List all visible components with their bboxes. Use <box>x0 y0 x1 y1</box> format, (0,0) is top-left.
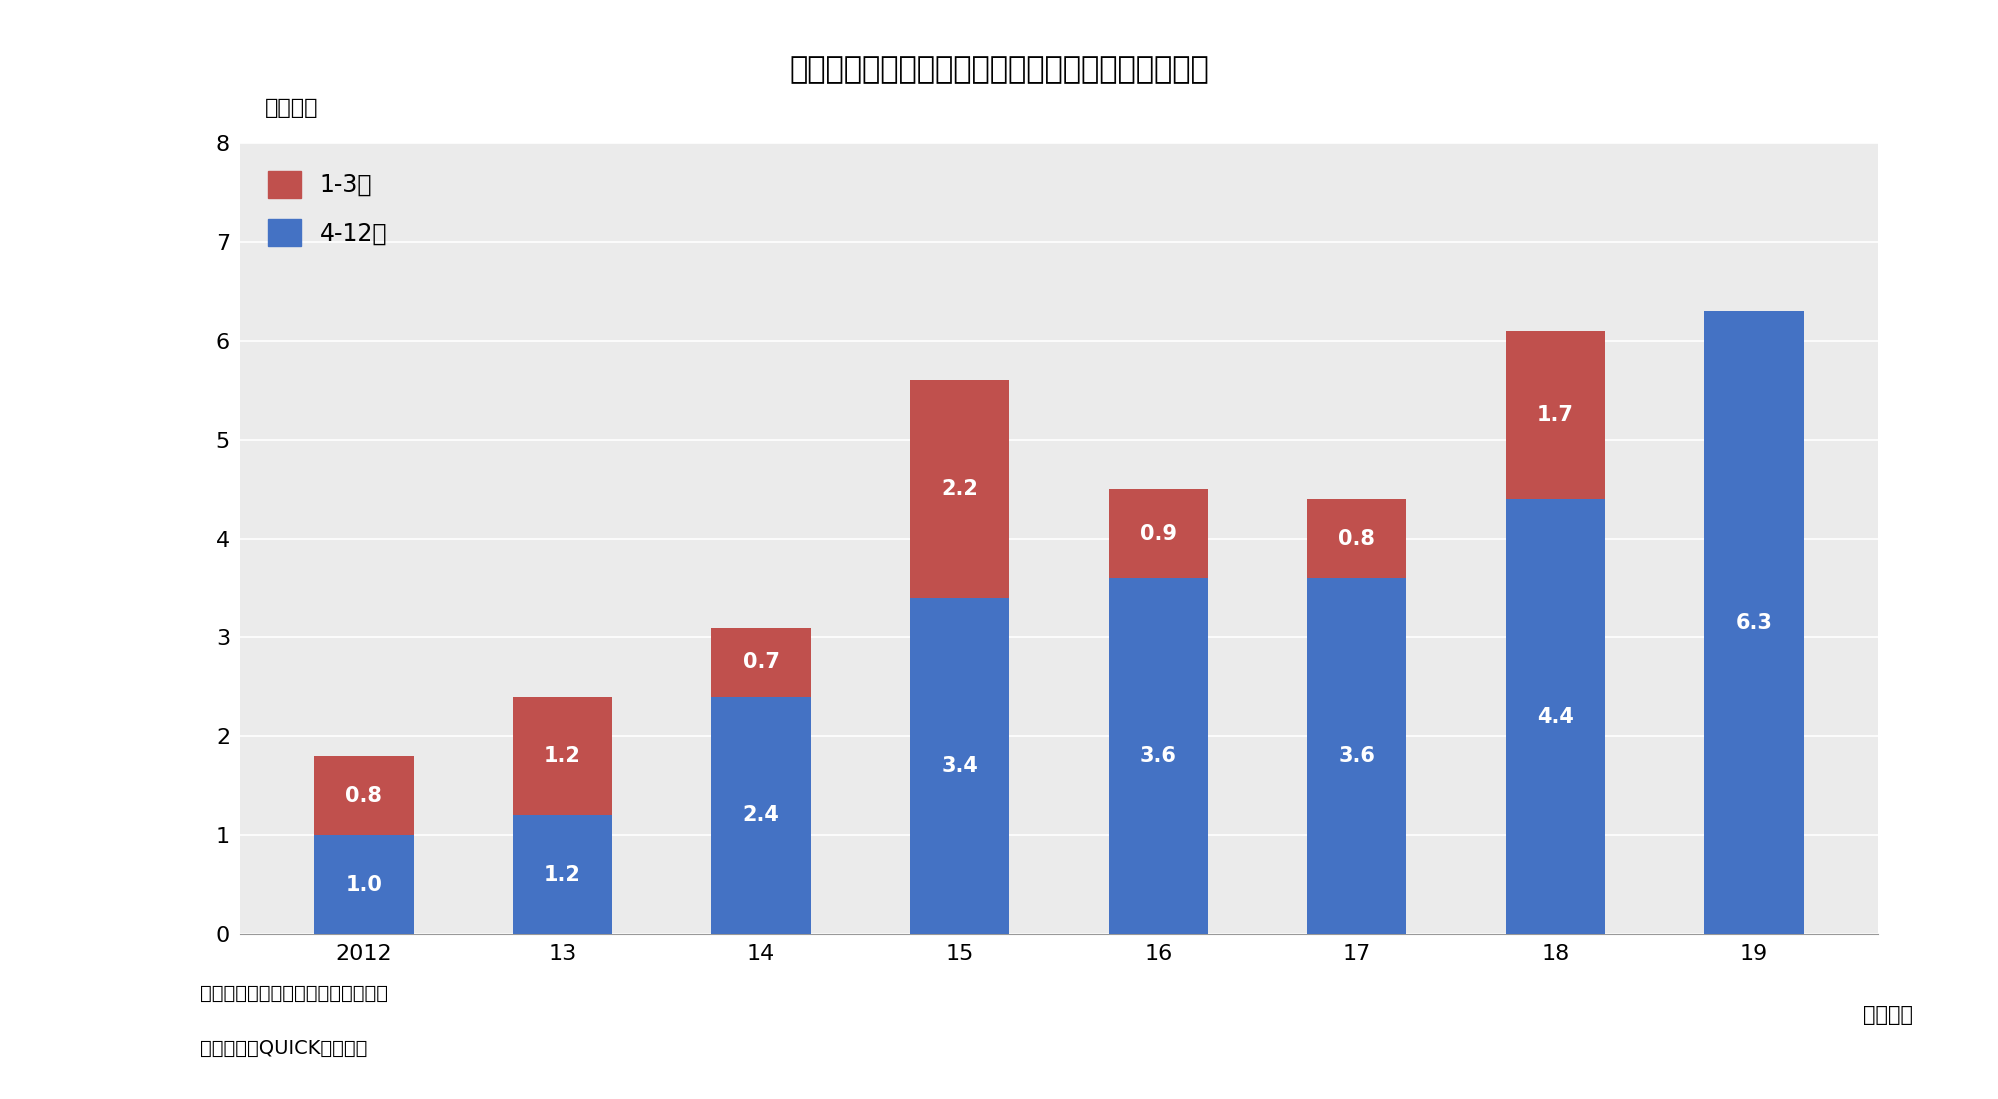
Bar <box>1307 578 1407 934</box>
Text: 0.9: 0.9 <box>1139 523 1177 544</box>
Text: 3.6: 3.6 <box>1339 746 1375 766</box>
Bar <box>513 697 611 815</box>
Bar <box>314 835 414 934</box>
Text: 4.4: 4.4 <box>1536 707 1574 726</box>
Bar <box>1307 499 1407 578</box>
Text: 2.2: 2.2 <box>941 479 979 499</box>
Text: 1.2: 1.2 <box>543 746 581 766</box>
Text: 1.2: 1.2 <box>543 865 581 885</box>
Text: 0.7: 0.7 <box>743 652 779 673</box>
Text: 》図表１》上場企楮の自社株買いが過去最高を更新: 》図表１》上場企楮の自社株買いが過去最高を更新 <box>789 55 1209 84</box>
Legend: 1-3月, 4-12月: 1-3月, 4-12月 <box>268 170 388 246</box>
Bar <box>909 380 1009 598</box>
Bar <box>1109 578 1209 934</box>
Text: 0.8: 0.8 <box>1339 529 1375 548</box>
Bar <box>711 697 811 934</box>
Bar <box>314 756 414 835</box>
Text: （注）　東証１部、設定金額ベース: （注） 東証１部、設定金額ベース <box>200 984 388 1002</box>
Text: 1.0: 1.0 <box>346 875 382 895</box>
Bar <box>1704 311 1804 934</box>
Text: 1.7: 1.7 <box>1536 404 1574 425</box>
Bar <box>1506 499 1604 934</box>
Bar <box>711 628 811 697</box>
Text: 2.4: 2.4 <box>743 806 779 825</box>
Text: （兆円）: （兆円） <box>264 98 318 119</box>
Bar <box>909 598 1009 934</box>
Bar <box>1109 489 1209 578</box>
Bar <box>513 815 611 934</box>
Text: 3.6: 3.6 <box>1139 746 1177 766</box>
Bar <box>1506 331 1604 499</box>
Text: （年度）: （年度） <box>1864 1006 1914 1025</box>
Text: 6.3: 6.3 <box>1736 612 1772 633</box>
Text: 0.8: 0.8 <box>346 786 382 806</box>
Text: （資料）　QUICKより作成: （資料） QUICKより作成 <box>200 1039 368 1057</box>
Text: 3.4: 3.4 <box>941 756 979 776</box>
